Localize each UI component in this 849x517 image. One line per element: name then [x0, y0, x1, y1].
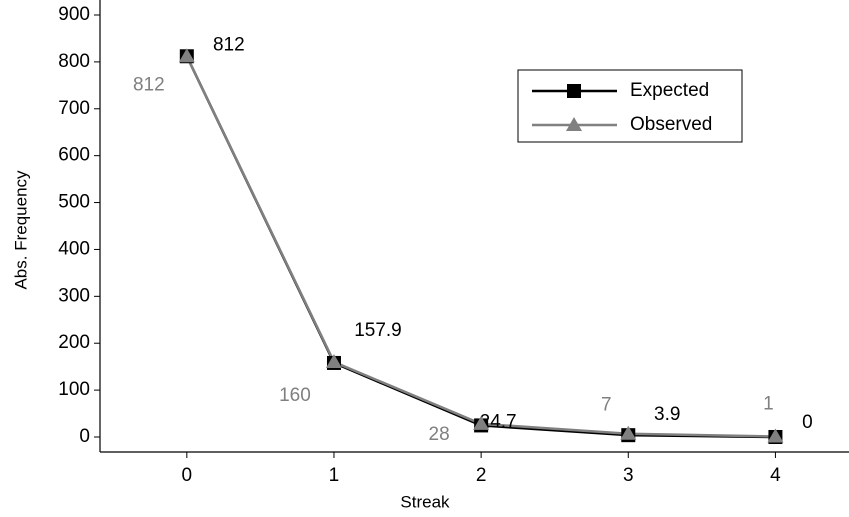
- data-label: 24.7: [480, 411, 517, 432]
- y-tick-label: 300: [58, 285, 90, 306]
- x-tick-label: 4: [770, 465, 781, 486]
- x-tick-label: 2: [476, 465, 487, 486]
- data-point: [178, 48, 195, 63]
- y-tick-label: 600: [58, 145, 90, 166]
- data-point: [473, 415, 490, 430]
- data-label: 812: [213, 34, 245, 55]
- y-tick-label: 100: [58, 379, 90, 400]
- legend-marker: [567, 84, 581, 98]
- legend-box: [517, 69, 743, 143]
- x-tick-label: 0: [182, 465, 193, 486]
- data-label: 157.9: [354, 320, 402, 341]
- x-axis-label: Streak: [400, 492, 450, 511]
- data-point: [767, 428, 784, 443]
- legend-label: Expected: [630, 80, 709, 101]
- y-tick-label: 700: [58, 98, 90, 119]
- y-tick-label: 800: [58, 51, 90, 72]
- y-tick-label: 200: [58, 332, 90, 353]
- data-point: [620, 425, 637, 440]
- x-tick-label: 3: [623, 465, 634, 486]
- y-tick-label: 900: [58, 4, 90, 25]
- legend-label: Observed: [630, 114, 712, 135]
- data-label: 160: [279, 385, 311, 406]
- y-tick-label: 0: [79, 426, 90, 447]
- x-tick-label: 1: [329, 465, 340, 486]
- data-label: 1: [763, 394, 774, 415]
- legend-marker: [566, 117, 582, 131]
- data-label: 7: [601, 395, 612, 416]
- data-point: [325, 353, 342, 368]
- data-label: 812: [133, 74, 165, 95]
- y-tick-label: 500: [58, 192, 90, 213]
- data-label: 3.9: [654, 404, 680, 425]
- data-label: 0: [802, 412, 813, 433]
- y-tick-label: 400: [58, 238, 90, 259]
- y-axis-label: Abs. Frequency: [11, 170, 30, 290]
- data-label: 28: [429, 424, 450, 445]
